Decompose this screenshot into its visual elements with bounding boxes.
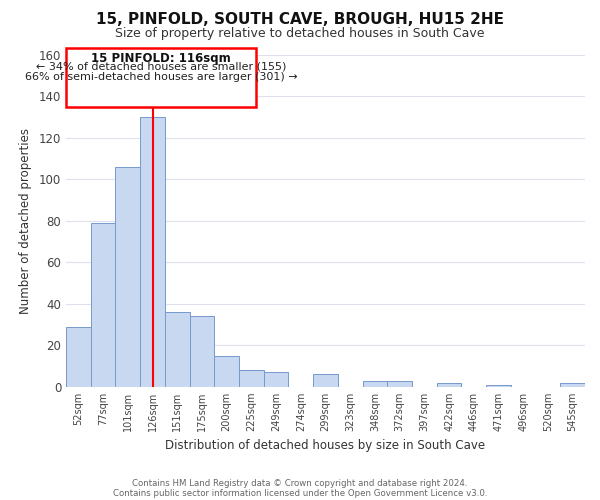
Text: Size of property relative to detached houses in South Cave: Size of property relative to detached ho… bbox=[115, 28, 485, 40]
Bar bbox=[140, 117, 165, 387]
Text: 15 PINFOLD: 116sqm: 15 PINFOLD: 116sqm bbox=[91, 52, 231, 64]
Bar bbox=[91, 223, 115, 387]
Y-axis label: Number of detached properties: Number of detached properties bbox=[19, 128, 32, 314]
Bar bbox=[66, 48, 256, 106]
Bar bbox=[115, 167, 140, 387]
Bar bbox=[214, 356, 239, 387]
Text: Contains public sector information licensed under the Open Government Licence v3: Contains public sector information licen… bbox=[113, 488, 487, 498]
Bar bbox=[313, 374, 338, 387]
Text: Contains HM Land Registry data © Crown copyright and database right 2024.: Contains HM Land Registry data © Crown c… bbox=[132, 478, 468, 488]
Bar bbox=[66, 326, 91, 387]
Bar bbox=[362, 380, 388, 387]
Text: ← 34% of detached houses are smaller (155): ← 34% of detached houses are smaller (15… bbox=[36, 62, 286, 72]
Bar bbox=[190, 316, 214, 387]
Bar bbox=[388, 380, 412, 387]
Text: 15, PINFOLD, SOUTH CAVE, BROUGH, HU15 2HE: 15, PINFOLD, SOUTH CAVE, BROUGH, HU15 2H… bbox=[96, 12, 504, 28]
Text: 66% of semi-detached houses are larger (301) →: 66% of semi-detached houses are larger (… bbox=[25, 72, 298, 83]
Bar bbox=[264, 372, 289, 387]
Bar bbox=[486, 384, 511, 387]
Bar bbox=[165, 312, 190, 387]
Bar bbox=[239, 370, 264, 387]
Bar bbox=[560, 382, 585, 387]
Bar bbox=[437, 382, 461, 387]
X-axis label: Distribution of detached houses by size in South Cave: Distribution of detached houses by size … bbox=[166, 440, 485, 452]
